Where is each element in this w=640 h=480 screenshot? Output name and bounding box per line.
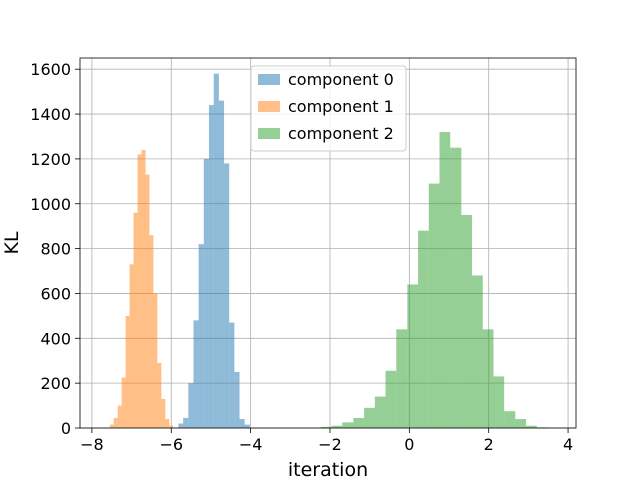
y-tick-label: 200 — [40, 374, 71, 393]
histogram-bar — [213, 73, 219, 429]
histogram-bar — [188, 383, 194, 428]
histogram-bar — [385, 370, 397, 428]
legend-label: component 0 — [288, 70, 394, 89]
y-tick-label: 1600 — [30, 60, 71, 79]
legend-swatch — [258, 74, 280, 85]
x-tick-label: 0 — [404, 435, 414, 454]
histogram-bar — [208, 105, 214, 428]
y-tick-label: 1400 — [30, 105, 71, 124]
y-tick-label: 1000 — [30, 195, 71, 214]
x-tick-label: −4 — [239, 435, 263, 454]
histogram-bar — [342, 422, 354, 428]
histogram-bar — [137, 154, 142, 428]
histogram-bar — [193, 320, 199, 428]
x-axis-label: iteration — [288, 459, 368, 480]
legend: component 0 component 1 component 2 — [250, 65, 407, 152]
histogram-bar — [526, 425, 537, 428]
histogram-bar — [133, 212, 138, 428]
histogram-bar — [353, 417, 365, 428]
y-tick-label: 1200 — [30, 150, 71, 169]
histogram-bar — [169, 425, 174, 428]
histogram-bar — [229, 322, 235, 428]
histogram-bar — [515, 419, 527, 428]
histogram-bar — [117, 405, 122, 428]
histogram-bar — [153, 293, 158, 428]
histogram-bar — [121, 377, 126, 428]
histogram-bar — [183, 417, 189, 428]
bars — [109, 73, 548, 429]
y-tick-label: 800 — [40, 240, 71, 259]
legend-label: component 1 — [288, 97, 394, 116]
series-1 — [109, 149, 174, 428]
histogram-bar — [109, 424, 114, 428]
plot-frame — [79, 57, 577, 429]
histogram-bar — [482, 329, 494, 428]
histogram-bar — [157, 362, 162, 428]
histogram-bar — [320, 426, 332, 428]
series-2 — [320, 132, 548, 429]
histogram-bar — [364, 407, 375, 428]
series-0 — [178, 73, 250, 429]
histogram-bar — [244, 424, 250, 428]
histogram-bar — [461, 214, 473, 428]
histogram-bar — [145, 174, 150, 428]
histogram-bar — [198, 244, 204, 428]
histogram-bar — [234, 371, 240, 428]
histogram-bar — [149, 235, 154, 428]
histogram-bar — [113, 417, 118, 428]
histogram-bar — [407, 284, 419, 428]
y-tick-label: 0 — [61, 419, 71, 438]
histogram-bar — [418, 230, 429, 428]
legend-swatch — [258, 101, 280, 112]
histogram-bar — [165, 419, 170, 428]
histogram-bar — [141, 149, 146, 428]
histogram-bar — [428, 183, 440, 428]
histogram-bar — [450, 147, 462, 429]
histogram-bar — [504, 411, 516, 428]
legend-label: component 2 — [288, 124, 394, 143]
ticks: −8 −6 −4 −2 0 2 4 0 200 400 600 800 1000 1200 1400 1600 — [30, 60, 573, 454]
histogram-bar — [439, 132, 451, 428]
histogram-bar — [239, 419, 245, 428]
legend-swatch — [258, 128, 280, 139]
x-tick-label: −2 — [318, 435, 342, 454]
y-tick-label: 600 — [40, 284, 71, 303]
x-tick-label: −6 — [159, 435, 183, 454]
histogram-bar — [331, 425, 343, 428]
histogram-bar — [224, 163, 230, 429]
x-tick-label: 2 — [484, 435, 494, 454]
histogram-bar — [493, 376, 505, 428]
histogram-bar — [161, 398, 166, 428]
histogram-bar — [218, 100, 225, 428]
x-tick-label: 4 — [563, 435, 573, 454]
histogram-bar — [125, 315, 130, 428]
histogram-bar — [396, 329, 408, 428]
histogram-bar — [472, 275, 483, 428]
histogram-bar — [178, 423, 184, 428]
histogram-bar — [203, 158, 209, 428]
y-axis-label: KL — [1, 231, 23, 254]
y-tick-label: 400 — [40, 329, 71, 348]
legend-box — [250, 65, 407, 152]
x-tick-label: −8 — [80, 435, 104, 454]
histogram-bar — [374, 396, 386, 428]
histogram-bar — [129, 264, 134, 428]
